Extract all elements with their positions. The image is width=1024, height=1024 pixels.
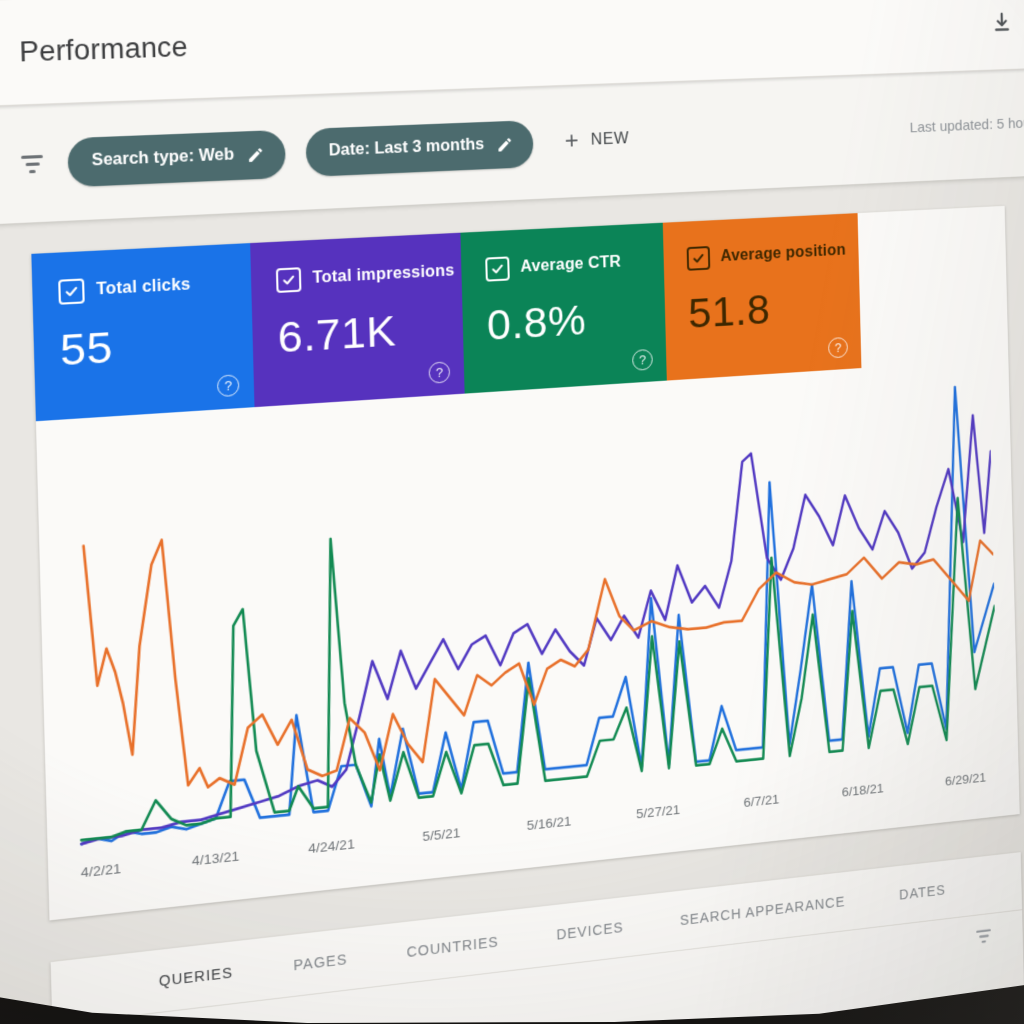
question-mark-icon[interactable]: ? [827,336,849,359]
x-tick-label: 6/29/21 [944,769,987,789]
report-content: Total clicks 55? Total impressions 6.71K? Av… [31,205,1024,1024]
chart-line-impressions [72,414,999,844]
metric-tile-average-ctr[interactable]: Average CTR 0.8%? [460,222,667,394]
metric-label: Total clicks [96,275,191,299]
performance-chart: 4/2/21 4/13/21 4/24/21 5/5/21 5/16/21 5/27/21… [36,359,1020,921]
table-filter-funnel-icon[interactable] [973,928,995,944]
performance-panel: Total clicks 55? Total impressions 6.71K? Av… [31,205,1020,921]
question-mark-icon[interactable]: ? [216,374,240,398]
checkbox-checked-icon[interactable] [686,245,711,271]
metric-value: 51.8 [687,285,771,338]
filter-chip-search-type[interactable]: Search type: Web [67,129,286,187]
tab-countries[interactable]: COUNTRIES [406,933,499,961]
metric-tile-total-clicks[interactable]: Total clicks 55? [31,243,255,422]
export-download-icon[interactable] [985,4,1018,39]
x-tick-label: 4/2/21 [80,860,122,881]
metric-value: 55 [59,322,114,376]
checkbox-checked-icon[interactable] [58,278,85,305]
tab-search-appearance[interactable]: SEARCH APPEARANCE [679,893,846,929]
metric-label: Average position [720,241,846,266]
checkbox-checked-icon[interactable] [485,256,510,282]
checkbox-checked-icon[interactable] [275,267,302,294]
tab-queries[interactable]: QUERIES [158,964,234,990]
x-tick-label: 5/5/21 [422,825,461,845]
tab-pages[interactable]: PAGES [293,950,348,974]
page-title: Performance [18,30,189,68]
metric-label: Average CTR [520,253,622,276]
last-updated-text: Last updated: 5 hour [909,114,1024,136]
x-tick-label: 5/16/21 [526,813,572,834]
metric-tile-average-position[interactable]: Average position 51.8? [662,213,862,381]
filter-chip-label: Search type: Web [91,146,235,170]
filter-funnel-icon[interactable] [16,154,49,173]
metric-value: 6.71K [277,306,397,363]
plus-icon: + [564,127,580,155]
x-tick-label: 4/13/21 [191,848,240,869]
filter-bar: Search type: Web Date: Last 3 months + NE… [0,68,1024,226]
x-tick-label: 6/18/21 [841,780,884,800]
metric-value: 0.8% [486,296,587,350]
chart-line-clicks [71,385,998,844]
pencil-icon [496,135,513,153]
new-filter-label: NEW [590,130,630,149]
question-mark-icon[interactable]: ? [428,361,451,384]
x-tick-label: 6/7/21 [743,791,780,810]
filter-chips: Search type: Web Date: Last 3 months [67,119,534,187]
filter-chip-label: Date: Last 3 months [328,136,485,160]
pencil-icon [246,145,264,163]
x-tick-label: 5/27/21 [636,801,681,822]
x-tick-label: 4/24/21 [308,836,355,857]
filter-chip-date[interactable]: Date: Last 3 months [305,119,534,177]
new-filter-button[interactable]: + NEW [558,126,635,155]
metric-tile-total-impressions[interactable]: Total impressions 6.71K? [250,232,465,408]
tab-dates[interactable]: DATES [899,881,947,903]
question-mark-icon[interactable]: ? [631,348,653,371]
tab-devices[interactable]: DEVICES [556,919,624,943]
metric-label: Total impressions [312,262,455,287]
